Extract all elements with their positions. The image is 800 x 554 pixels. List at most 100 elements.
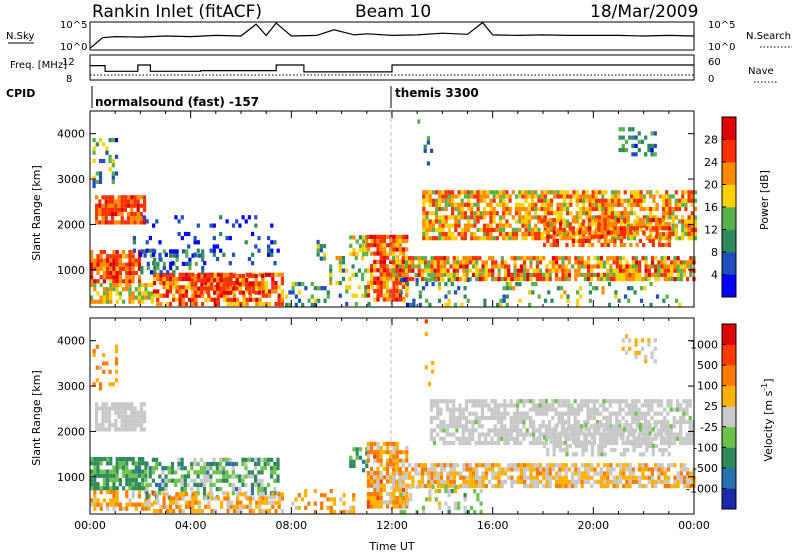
data-cell (128, 486, 132, 491)
data-cell (464, 407, 469, 412)
data-cell (257, 290, 261, 295)
data-cell (376, 471, 380, 476)
data-cell (354, 301, 358, 307)
data-cell (619, 230, 623, 235)
data-cell (634, 403, 638, 408)
data-cell (602, 407, 606, 412)
data-cell (139, 252, 143, 257)
data-cell (679, 403, 683, 408)
data-cell (496, 440, 501, 446)
x-axis-label: Time UT (368, 540, 414, 553)
data-cell (257, 478, 261, 483)
data-cell (503, 479, 508, 484)
data-cell (464, 403, 469, 408)
colorbar-tick-label: 24 (704, 156, 718, 169)
data-cell (213, 297, 217, 302)
data-cell (574, 471, 578, 476)
data-cell (478, 479, 482, 484)
data-cell (634, 277, 639, 282)
data-cell (392, 450, 396, 455)
data-cell (218, 457, 223, 462)
data-cell (676, 475, 680, 480)
data-cell (686, 471, 690, 476)
data-cell (428, 223, 432, 228)
data-cell (250, 470, 254, 475)
data-cell (512, 403, 517, 408)
data-cell (538, 436, 542, 441)
data-cell (574, 268, 578, 273)
data-cell (433, 272, 437, 277)
data-cell (447, 227, 451, 232)
data-cell (219, 248, 223, 253)
data-cell (457, 206, 461, 212)
data-cell (496, 420, 501, 425)
data-cell (486, 190, 490, 195)
data-cell (447, 509, 451, 514)
data-cell (682, 463, 687, 468)
data-cell (184, 492, 189, 497)
data-cell (313, 298, 318, 303)
data-cell (560, 294, 564, 299)
data-cell (212, 244, 216, 249)
data-cell (172, 500, 176, 505)
data-cell (463, 232, 467, 237)
data-cell (497, 264, 501, 269)
data-cell (650, 415, 654, 420)
data-cell (254, 244, 258, 249)
data-cell (130, 418, 134, 424)
data-cell (236, 492, 240, 497)
data-cell (481, 277, 485, 282)
data-cell (398, 280, 402, 285)
data-cell (660, 264, 664, 269)
data-cell (392, 238, 396, 244)
data-cell (218, 461, 223, 467)
data-cell (633, 194, 637, 199)
data-cell (131, 502, 135, 507)
data-cell (603, 217, 607, 223)
data-cell (118, 275, 122, 280)
data-cell (523, 484, 527, 489)
data-cell (610, 215, 614, 220)
data-cell (528, 440, 532, 446)
data-cell (519, 428, 523, 433)
data-cell (671, 223, 675, 228)
data-cell (452, 411, 456, 416)
colorbar-tick-label: 16 (704, 201, 718, 214)
colorbar-tick-label: 500 (697, 359, 718, 372)
data-cell (687, 232, 691, 237)
data-cell (423, 144, 427, 149)
data-cell (478, 256, 482, 261)
data-cell (395, 458, 399, 463)
data-cell (268, 500, 272, 505)
data-cell (551, 475, 555, 480)
data-cell (150, 299, 154, 304)
data-cell (672, 420, 676, 425)
data-cell (219, 286, 223, 291)
data-cell (620, 236, 624, 241)
data-cell (534, 232, 538, 237)
data-cell (642, 194, 646, 199)
data-cell (207, 293, 211, 298)
data-cell (556, 286, 560, 291)
data-cell (610, 448, 614, 453)
data-cell (408, 256, 412, 261)
data-cell (583, 432, 587, 437)
data-cell (137, 266, 142, 271)
data-cell (422, 194, 426, 199)
data-cell (133, 220, 137, 225)
data-cell (663, 260, 667, 265)
data-cell (613, 242, 617, 248)
data-cell (628, 471, 632, 476)
data-cell (405, 504, 409, 509)
data-cell (659, 432, 664, 437)
data-cell (422, 236, 426, 241)
data-cell (491, 260, 495, 265)
data-cell (155, 457, 159, 462)
data-cell (626, 211, 630, 216)
data-cell (508, 236, 512, 241)
data-cell (502, 194, 506, 199)
data-cell (493, 411, 497, 416)
data-cell (578, 439, 582, 444)
data-cell (405, 282, 410, 287)
